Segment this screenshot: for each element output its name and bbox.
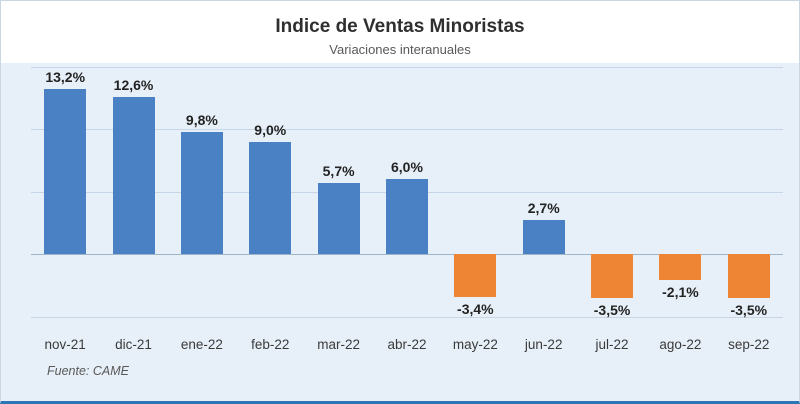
bar-value-label: -3,5%: [730, 301, 768, 318]
x-axis-label: sep-22: [728, 337, 770, 352]
bar-positive: [180, 131, 223, 254]
bar-series: 13,2% 12,6% 9,8% 9,0% 5,7% 6,0% -3,4% 2,7% -3,5%…: [31, 64, 783, 332]
x-axis-label: ago-22: [659, 337, 702, 352]
bar-value-label: 6,0%: [391, 159, 423, 175]
bar-column: 2,7%: [510, 64, 578, 332]
bar-value-label: 13,2%: [45, 69, 86, 85]
bar-value-label: -3,4%: [457, 300, 494, 317]
bar-column: -2,1%: [646, 64, 714, 332]
bar-negative: [659, 254, 702, 281]
source-note: Fuente: CAME: [47, 364, 129, 378]
bar-negative: [454, 254, 497, 297]
bar-column: 12,6%: [99, 64, 167, 332]
bar-value-label: 9,0%: [254, 121, 287, 138]
bar-value-label: 2,7%: [527, 200, 560, 217]
x-axis-label: jun-22: [524, 337, 563, 352]
gridline: [31, 129, 783, 130]
plot-area: 13,2% 12,6% 9,8% 9,0% 5,7% 6,0% -3,4% 2,7% -3,5%…: [31, 64, 783, 332]
bar-column: 9,0%: [236, 64, 304, 332]
bar-positive: [249, 141, 292, 254]
bar-value-label: -2,1%: [662, 284, 699, 301]
bar-column: -3,4%: [441, 64, 509, 332]
bar-positive: [317, 182, 360, 254]
bar-negative: [727, 254, 770, 298]
zero-axis-line: [31, 254, 783, 255]
x-axis-label: nov-21: [44, 337, 86, 352]
bar-column: -3,5%: [715, 64, 783, 332]
bar-column: 13,2%: [31, 64, 99, 332]
x-axis-label: dic-21: [115, 337, 152, 352]
x-axis: nov-21 dic-21 ene-22 feb-22 mar-22 abr-22 may-…: [31, 336, 783, 354]
gridline: [31, 66, 783, 68]
bar-column: -3,5%: [578, 64, 646, 332]
x-axis-label: abr-22: [387, 337, 427, 352]
bar-column: 9,8%: [168, 64, 236, 332]
bar-value-label: -3,5%: [593, 301, 631, 318]
bar-column: 5,7%: [304, 64, 372, 332]
bar-value-label: 9,8%: [185, 111, 218, 128]
bar-positive: [112, 96, 155, 254]
bar-value-label: 5,7%: [322, 162, 355, 179]
bar-column: 6,0%: [373, 64, 441, 332]
bar-negative: [591, 254, 634, 298]
bar-value-label: 12,6%: [113, 76, 154, 93]
chart-title: Indice de Ventas Minoristas: [275, 16, 525, 37]
x-axis-label: feb-22: [251, 337, 290, 352]
x-axis-label: jul-22: [595, 337, 629, 352]
x-axis-label: mar-22: [317, 337, 360, 352]
chart-subtitle: Variaciones interanuales: [329, 42, 471, 57]
bar-positive: [522, 220, 565, 254]
gridline: [31, 316, 783, 318]
bar-positive: [385, 179, 428, 254]
x-axis-label: may-22: [452, 337, 498, 352]
x-axis-label: ene-22: [180, 337, 223, 352]
bar-positive: [44, 89, 87, 254]
